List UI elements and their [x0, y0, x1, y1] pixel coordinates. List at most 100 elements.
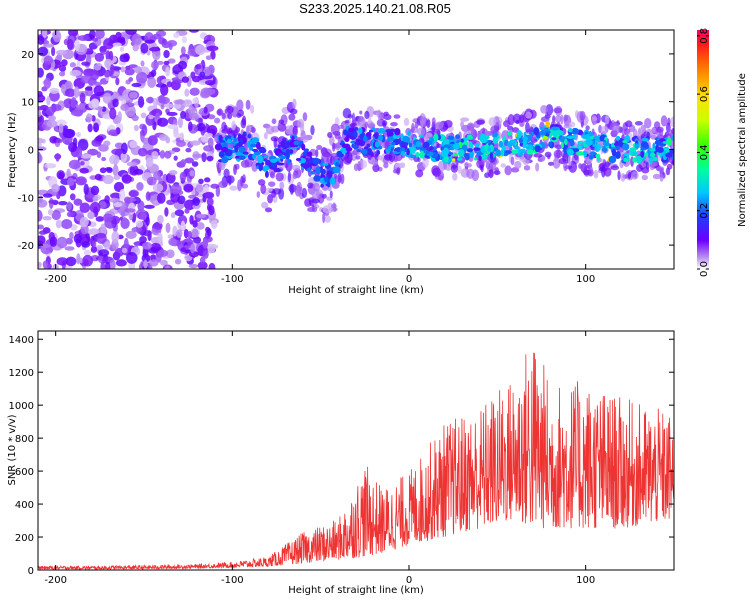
spectrogram-blob — [438, 160, 446, 172]
spectrogram-blob — [460, 121, 465, 128]
spectrogram-blob — [189, 214, 194, 225]
spectrogram-blob — [80, 75, 92, 84]
spectrogram-blob — [190, 71, 196, 79]
spectrogram-blob — [320, 183, 324, 188]
spectrogram-blob — [593, 169, 599, 179]
spectrogram-blob — [109, 259, 116, 269]
spectrogram-blob — [79, 92, 86, 104]
spectrogram-blob — [516, 130, 523, 139]
spectrogram-blob — [166, 249, 175, 259]
spectrogram-blob — [635, 155, 643, 164]
snr-y-tick-label: 800 — [15, 434, 34, 445]
spectrogram-blob — [307, 207, 315, 213]
spectrogram-blob — [167, 124, 178, 130]
spectrogram-blob — [443, 119, 453, 128]
spectrogram-blob — [87, 211, 95, 220]
spectrogram-blob — [613, 142, 621, 146]
spectrogram-blob — [163, 49, 170, 59]
spectrogram-blob — [98, 201, 107, 209]
spectrogram-blob — [174, 79, 184, 84]
spectrogram-blob — [164, 265, 171, 269]
spectrogram-blob — [357, 160, 361, 172]
spectrogram-blob — [135, 71, 148, 84]
spectrogram-blob — [124, 208, 136, 213]
spectrogram-blob — [203, 177, 211, 183]
spectrogram-blob — [165, 172, 176, 184]
spectrogram-blob — [67, 177, 75, 187]
spectrogram-blob — [157, 214, 164, 224]
spectrogram-blob — [546, 130, 551, 134]
spectrogram-blob — [551, 129, 559, 138]
spectrogram-blob — [137, 96, 145, 108]
spectrogram-blob — [322, 205, 332, 214]
spectrogram-blob — [202, 238, 209, 249]
spectrogram-blob — [615, 151, 621, 159]
spectrogram-blob — [173, 103, 182, 109]
spectrogram-blob — [111, 148, 123, 155]
spectrogram-blob — [602, 141, 610, 147]
spectrogram-blob — [58, 123, 64, 134]
spectrogram-blob — [514, 160, 522, 169]
spectrogram-blob — [466, 168, 475, 179]
spectrogram-blob — [396, 167, 401, 175]
spectrogram-blob — [202, 250, 209, 259]
spectrogram-blob — [45, 106, 55, 117]
snr-y-tick-label: 1000 — [9, 401, 34, 412]
spectrogram-blob — [640, 141, 649, 148]
spectrogram-blob — [203, 66, 212, 77]
spectrogram-blob — [456, 157, 463, 161]
spectrogram-blob — [125, 230, 137, 239]
spectrogram-blob — [179, 132, 185, 141]
spectrogram-blob — [655, 166, 665, 172]
spectrogram-blob — [383, 113, 392, 121]
spectrogram-blob — [96, 232, 107, 244]
spectrogram-blob — [191, 161, 199, 167]
spectrogram-blob — [440, 149, 449, 158]
spectrogram-blob — [469, 143, 474, 149]
spectrogram-blob — [400, 150, 406, 156]
spectrogram-blob — [568, 128, 573, 133]
spectrogram-blob — [620, 172, 626, 182]
spectrogram-blob — [159, 150, 166, 159]
spectrogram-blob — [216, 108, 224, 116]
spectrogram-blob — [636, 164, 643, 172]
spectrogram-blob — [170, 184, 182, 195]
spectrogram-blob — [310, 124, 315, 136]
spectrogram-blob — [563, 114, 568, 122]
spectrogram-blob — [56, 170, 66, 180]
spectrogram-blob — [168, 42, 173, 51]
spectrogram-blob — [503, 120, 511, 128]
spectrogram-blob — [113, 175, 121, 181]
spectrogram-blob — [89, 30, 96, 40]
spectrogram-blob — [547, 154, 551, 160]
spectrogram-blob — [324, 215, 331, 223]
spectrogram-y-tick-label: 0 — [28, 146, 34, 157]
spectrogram-blob — [81, 61, 91, 66]
spectrogram-blob — [38, 261, 42, 269]
spectrogram-blob — [450, 164, 459, 173]
spectrogram-blob — [49, 236, 58, 247]
spectrogram-blob — [354, 127, 359, 131]
spectrogram-blob — [285, 125, 293, 135]
spectrogram-blob — [184, 88, 190, 97]
spectrogram-blob — [550, 126, 559, 131]
spectrogram-blob — [110, 64, 115, 76]
spectrogram-blob — [328, 207, 338, 212]
spectrogram-blob — [206, 243, 216, 254]
spectrogram-blob — [588, 154, 594, 160]
spectrogram-blob — [151, 60, 159, 70]
spectrogram-blob — [133, 168, 144, 175]
spectrogram-blob — [388, 151, 396, 163]
spectrogram-blob — [109, 154, 120, 165]
spectrogram-blob — [183, 228, 189, 239]
spectrogram-blob — [139, 212, 147, 220]
spectrogram-blob — [70, 109, 83, 117]
spectrogram-blob — [285, 140, 290, 149]
spectrogram-blob — [231, 120, 236, 131]
spectrogram-blob — [553, 107, 563, 114]
spectrogram-blob — [109, 107, 117, 120]
spectrogram-blob — [181, 76, 190, 83]
spectrogram-blob — [285, 148, 291, 154]
spectrogram-blob — [82, 254, 94, 267]
spectrogram-blob — [206, 155, 214, 162]
